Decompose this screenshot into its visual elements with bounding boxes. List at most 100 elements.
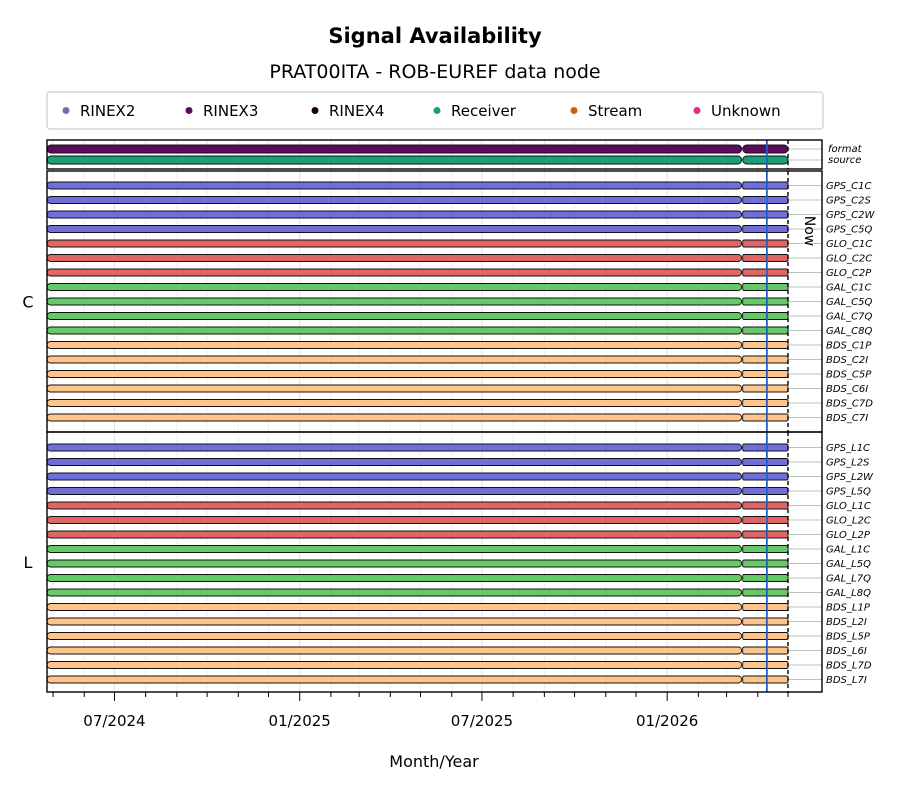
signal-label: GPS_L2W xyxy=(826,472,874,483)
bar-gps-l2w xyxy=(46,472,743,481)
signal-label: BDS_C6I xyxy=(826,384,868,395)
bar-gal-c1c xyxy=(46,283,743,291)
signal-label: GPS_C5Q xyxy=(826,225,872,236)
meta-bar-recent-format xyxy=(742,144,789,154)
legend-label-receiver: Receiver xyxy=(451,102,517,120)
bar-gps-c2w xyxy=(46,210,743,219)
signal-label: BDS_L5P xyxy=(826,632,871,643)
bar-recent-bds-l6i xyxy=(742,646,789,655)
bar-glo-c2c xyxy=(46,254,743,262)
bar-bds-c5p xyxy=(46,370,743,378)
bar-gal-l1c xyxy=(46,545,743,553)
signal-label: GAL_L7Q xyxy=(826,574,871,585)
x-tick-label: 01/2025 xyxy=(269,712,331,730)
bar-recent-bds-l2i xyxy=(742,617,789,626)
bar-bds-c7i xyxy=(46,413,743,422)
bar-recent-bds-c7d xyxy=(742,399,789,407)
x-tick-label: 07/2025 xyxy=(451,712,513,730)
bar-gps-c1c xyxy=(46,181,743,190)
now-label: Now xyxy=(801,216,817,247)
bar-glo-c2p xyxy=(46,268,743,277)
bar-gal-l5q xyxy=(46,559,743,568)
signal-label: GLO_C1C xyxy=(826,239,872,250)
legend-label-unknown: Unknown xyxy=(711,102,781,120)
bar-recent-gal-c7q xyxy=(742,312,789,320)
bar-glo-c1c xyxy=(46,239,743,248)
bar-recent-gal-c8q xyxy=(742,326,789,335)
signal-label: GAL_C1C xyxy=(826,283,872,294)
legend-label-rinex2: RINEX2 xyxy=(80,102,135,120)
signal-label: BDS_C5P xyxy=(826,370,872,381)
legend-marker-rinex4 xyxy=(311,107,319,114)
bar-recent-gps-l5q xyxy=(742,487,789,495)
group-label-c: C xyxy=(22,293,33,312)
legend-label-stream: Stream xyxy=(588,102,642,120)
meta-bar-recent-source xyxy=(742,155,789,165)
meta-bar-format xyxy=(46,144,743,154)
signal-label: GAL_L5Q xyxy=(826,559,871,570)
bar-recent-bds-c1p xyxy=(742,341,789,349)
chart-title: Signal Availability xyxy=(328,24,542,48)
bar-gps-l5q xyxy=(46,487,743,495)
bar-recent-gps-l2w xyxy=(742,472,789,481)
signal-label: GAL_L1C xyxy=(826,545,870,556)
bar-gps-c2s xyxy=(46,196,743,204)
legend-marker-stream xyxy=(570,107,578,114)
bar-recent-bds-l7i xyxy=(742,675,789,684)
bar-recent-bds-c2i xyxy=(742,355,789,364)
bar-gal-c8q xyxy=(46,326,743,335)
bar-recent-glo-c1c xyxy=(742,239,789,248)
bar-recent-glo-c2c xyxy=(742,254,789,262)
bar-recent-bds-c5p xyxy=(742,370,789,378)
x-tick-label: 01/2026 xyxy=(636,712,698,730)
bar-gps-c5q xyxy=(46,225,743,233)
group-label-l: L xyxy=(24,553,33,572)
bar-glo-l1c xyxy=(46,501,743,510)
signal-label: GAL_C8Q xyxy=(826,326,873,337)
signal-label: BDS_C2I xyxy=(826,355,868,366)
bar-bds-l2i xyxy=(46,617,743,626)
signal-label: BDS_C7D xyxy=(826,399,873,410)
legend-label-rinex4: RINEX4 xyxy=(329,102,384,120)
x-axis: 07/2024 01/2025 07/2025 01/2026 xyxy=(52,692,789,730)
bar-gal-l8q xyxy=(46,588,743,597)
legend-marker-unknown xyxy=(693,107,701,114)
bar-recent-gal-c1c xyxy=(742,283,789,291)
panel-frame xyxy=(46,139,823,170)
legend: RINEX2 RINEX3 RINEX4 Receiver Stream Unknown xyxy=(46,91,824,130)
bar-bds-c1p xyxy=(46,341,743,349)
bar-gal-l7q xyxy=(46,574,743,582)
bar-recent-bds-l7d xyxy=(742,661,789,669)
signal-label: GLO_L2C xyxy=(826,516,871,527)
bar-recent-gal-c5q xyxy=(742,297,789,306)
bar-bds-l6i xyxy=(46,646,743,655)
signal-label: GLO_C2P xyxy=(826,268,872,279)
signal-label: GPS_L2S xyxy=(826,458,870,469)
signal-label: GPS_L5Q xyxy=(826,487,871,498)
signal-label: GLO_L1C xyxy=(826,501,871,512)
bar-glo-l2p xyxy=(46,530,743,539)
bar-recent-gps-l1c xyxy=(742,443,789,452)
bar-gal-c5q xyxy=(46,297,743,306)
signal-label: GPS_C1C xyxy=(826,181,871,192)
signal-label: BDS_L7I xyxy=(826,675,867,686)
x-tick-label: 07/2024 xyxy=(83,712,145,730)
signal-label: GPS_C2S xyxy=(826,196,871,207)
chart-subtitle: PRAT00ITA - ROB-EUREF data node xyxy=(269,61,600,83)
bar-bds-l5p xyxy=(46,632,743,640)
bar-recent-gps-c2w xyxy=(742,210,789,219)
legend-marker-receiver xyxy=(433,107,441,114)
bar-gps-l1c xyxy=(46,443,743,452)
signal-label: GPS_C2W xyxy=(826,210,875,221)
bar-recent-gal-l1c xyxy=(742,545,789,553)
signal-label: GAL_L8Q xyxy=(826,588,871,599)
bar-recent-bds-c6i xyxy=(742,384,789,393)
bar-recent-gal-l5q xyxy=(742,559,789,568)
signal-label: GLO_L2P xyxy=(826,530,871,541)
signal-label: BDS_L6I xyxy=(826,646,867,657)
bar-recent-gps-l2s xyxy=(742,458,789,466)
meta-bar-source xyxy=(46,155,743,165)
bar-recent-gps-c1c xyxy=(742,181,789,190)
